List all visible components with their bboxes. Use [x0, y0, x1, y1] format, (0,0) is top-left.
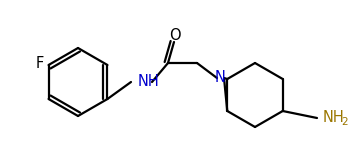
Text: F: F — [35, 57, 44, 72]
Text: O: O — [169, 27, 181, 43]
Text: NH: NH — [323, 110, 345, 125]
Text: NH: NH — [138, 75, 160, 89]
Text: N: N — [215, 70, 225, 85]
Text: 2: 2 — [341, 117, 348, 127]
